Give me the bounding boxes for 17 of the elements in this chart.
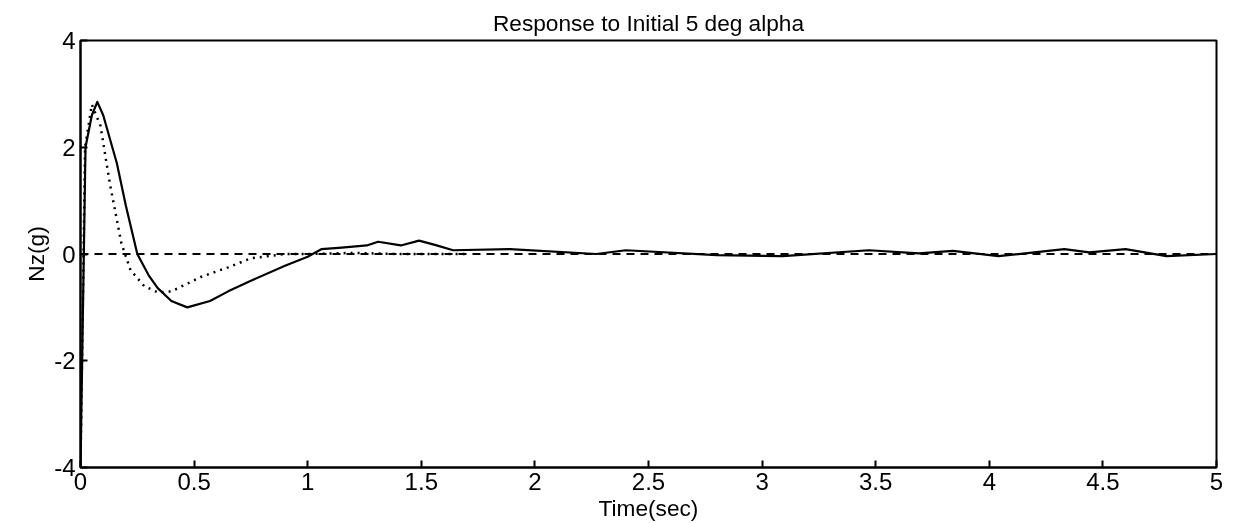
x-tick-label: 2.5: [631, 467, 666, 495]
x-tick-label: 2: [528, 467, 542, 495]
x-tick-label: 4: [982, 467, 996, 495]
x-tick-label: 4.5: [1086, 467, 1120, 495]
x-tick-label: 1: [301, 467, 315, 495]
x-tick-label: 1.5: [404, 467, 438, 495]
x-tick-label: 3.5: [859, 467, 893, 495]
x-tick-label: 0.5: [177, 467, 211, 495]
x-tick-label: 3: [755, 467, 769, 495]
chart-title: Response to Initial 5 deg alpha: [492, 9, 805, 36]
y-tick-label: 2: [62, 133, 76, 161]
y-tick-label: 0: [62, 240, 76, 268]
y-axis-title: Nz(g): [23, 226, 50, 282]
y-tick-label: -2: [54, 347, 76, 375]
y-tick-label: 4: [62, 27, 76, 54]
x-axis-title: Time(sec): [598, 494, 699, 521]
x-tick-label: 5: [1209, 467, 1224, 495]
